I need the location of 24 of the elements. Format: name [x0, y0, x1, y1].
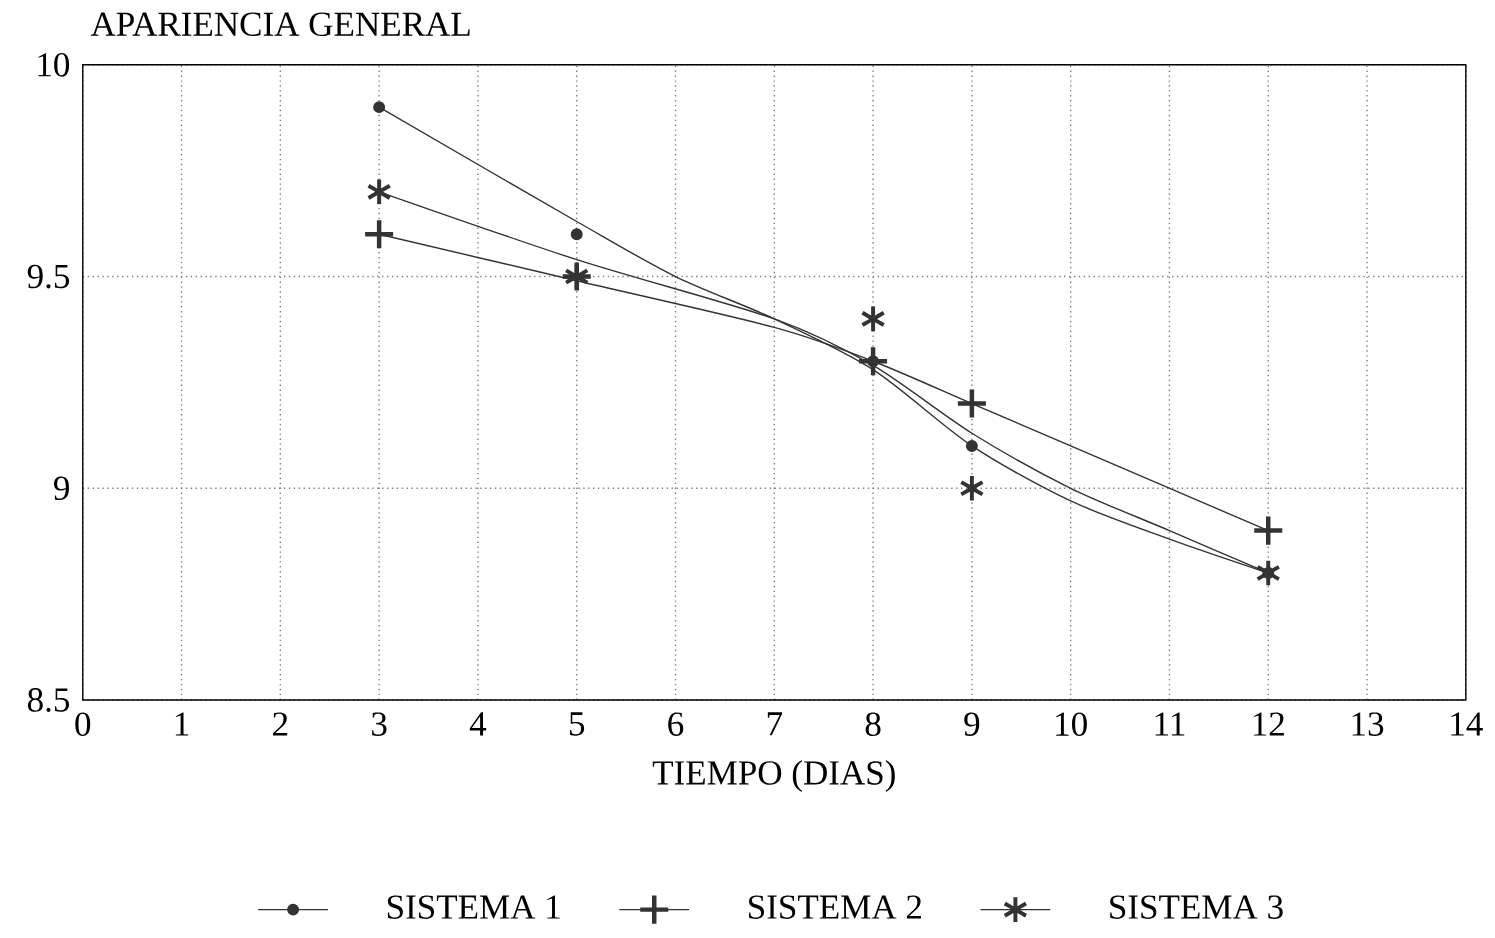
y-tick-label: 9.5 [27, 264, 70, 289]
x-tick-label: 4 [469, 712, 487, 736]
x-axis-title: TIEMPO (DIAS) [652, 760, 895, 792]
x-tick-label: 2 [273, 712, 288, 736]
legend-label: SISTEMA 1 [387, 895, 560, 919]
legend-label: SISTEMA 3 [1110, 895, 1283, 919]
x-tick-label: 8 [865, 712, 881, 737]
y-tick-label: 9 [54, 476, 69, 501]
x-tick-label: 10 [1056, 712, 1087, 737]
x-tick-label: 5 [569, 712, 585, 736]
x-tick-label: 3 [372, 712, 387, 736]
x-tick-label: 1 [175, 712, 189, 736]
y-tick-label: 8.5 [27, 688, 70, 712]
legend-label: SISTEMA 2 [749, 895, 922, 919]
x-tick-label: 11 [1155, 712, 1185, 736]
x-tick-label: 6 [668, 712, 684, 736]
x-tick-label: 13 [1352, 712, 1384, 736]
y-tick-label: 10 [38, 53, 70, 77]
x-tick-label: 9 [964, 712, 980, 736]
chart-title: APARIENCIA GENERAL [90, 12, 470, 37]
x-tick-label: 12 [1253, 712, 1284, 736]
x-tick-label: 0 [75, 712, 91, 737]
x-tick-label: 7 [767, 712, 783, 736]
x-tick-label: 14 [1451, 712, 1483, 736]
